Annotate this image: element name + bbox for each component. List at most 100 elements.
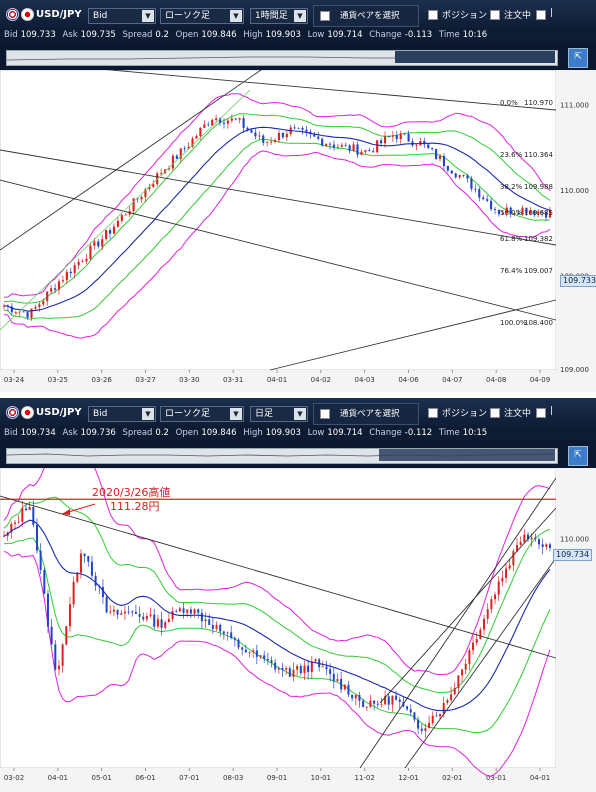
candle xyxy=(226,632,229,634)
order-label: 注文中 xyxy=(504,409,532,419)
candle xyxy=(454,173,457,178)
candle xyxy=(134,611,137,614)
select-pair-button[interactable]: 通貨ペアを選択 xyxy=(313,403,419,425)
jp-flag-icon xyxy=(21,7,34,21)
navigator-scrollbar[interactable] xyxy=(6,50,558,66)
candle xyxy=(413,712,416,720)
chevron-down-icon: ▼ xyxy=(294,408,306,420)
candle xyxy=(332,673,335,682)
toolbar: USD/JPY Bid ▼ ローソク足 ▼ 1時間足 ▼ 通貨ペアを選択 ポジション … xyxy=(0,0,596,28)
select-pair-label: 通貨ペアを選択 xyxy=(340,409,400,419)
candle xyxy=(69,271,72,274)
candle xyxy=(237,639,240,648)
chart-type-select[interactable]: ローソク足 ▼ xyxy=(160,406,244,422)
candle xyxy=(233,638,236,640)
timeframe-select[interactable]: 1時間足 ▼ xyxy=(250,8,308,24)
extra-checkbox[interactable] xyxy=(536,408,546,418)
candle xyxy=(466,175,469,179)
order-checkbox[interactable] xyxy=(490,408,500,418)
candle xyxy=(431,715,434,723)
timeframe-value: 1時間足 xyxy=(255,11,288,21)
pair-selector[interactable]: USD/JPY xyxy=(6,403,82,421)
candle xyxy=(183,148,186,150)
candle xyxy=(328,143,332,145)
candle xyxy=(369,700,372,707)
candle xyxy=(191,138,194,147)
candle xyxy=(299,665,302,674)
timeframe-select[interactable]: 日足 ▼ xyxy=(250,406,308,422)
jp-flag-icon xyxy=(21,405,34,419)
candle xyxy=(277,668,280,670)
chart-type-select[interactable]: ローソク足 ▼ xyxy=(160,8,244,24)
ask-value: 109.736 xyxy=(80,428,116,438)
annotation-price-label: 111.28円 xyxy=(110,500,160,513)
candle xyxy=(230,118,233,121)
candle xyxy=(258,135,261,137)
x-tick-label: 11-02 xyxy=(354,774,374,782)
candle xyxy=(46,291,49,302)
order-label: 注文中 xyxy=(504,11,532,21)
bid-label: Bid xyxy=(4,428,18,438)
select-pair-button[interactable]: 通貨ペアを選択 xyxy=(313,5,419,27)
candle xyxy=(281,132,284,138)
candle xyxy=(127,611,130,613)
expand-icon[interactable]: ⇱ xyxy=(568,48,588,68)
extra-checkbox[interactable] xyxy=(536,10,546,20)
candle xyxy=(73,265,76,274)
select-pair-checkbox[interactable] xyxy=(320,409,330,419)
candle xyxy=(340,145,343,147)
candle xyxy=(136,198,139,200)
price-type-select[interactable]: Bid ▼ xyxy=(88,8,156,24)
pair-selector[interactable]: USD/JPY xyxy=(6,5,82,23)
price-type-value: Bid xyxy=(93,409,108,419)
navigator-window[interactable] xyxy=(395,51,555,63)
navigator-scrollbar[interactable] xyxy=(6,448,558,464)
candle xyxy=(200,612,203,622)
candle xyxy=(438,155,442,159)
spread-value: 0.2 xyxy=(155,30,169,40)
navigator-window[interactable] xyxy=(379,449,555,461)
ask-value: 109.735 xyxy=(80,30,116,40)
spread-label: Spread xyxy=(122,428,153,438)
ask-label: Ask xyxy=(62,428,78,438)
candle xyxy=(493,209,497,210)
candle xyxy=(149,614,152,617)
candle xyxy=(343,684,346,690)
candle xyxy=(101,586,104,598)
candle xyxy=(124,214,127,216)
expand-icon[interactable]: ⇱ xyxy=(568,446,588,466)
extra-label: | xyxy=(550,8,554,18)
candle xyxy=(109,611,112,613)
trend-line xyxy=(269,299,557,371)
candle xyxy=(65,271,68,281)
price-type-select[interactable]: Bid ▼ xyxy=(88,406,156,422)
bollinger-lower-1sigma xyxy=(4,537,551,734)
candle xyxy=(26,312,29,318)
x-tick-label: 04-02 xyxy=(311,376,331,384)
candle xyxy=(281,668,284,670)
order-checkbox[interactable] xyxy=(490,10,500,20)
position-checkbox[interactable] xyxy=(428,10,438,20)
candle xyxy=(152,184,155,187)
candle xyxy=(160,173,163,175)
x-tick-label: 03-27 xyxy=(135,376,155,384)
candle xyxy=(77,262,80,266)
candle xyxy=(46,593,49,627)
candle xyxy=(431,147,434,150)
candle xyxy=(305,129,308,132)
candle xyxy=(89,245,92,259)
select-pair-checkbox[interactable] xyxy=(320,11,330,21)
position-checkbox[interactable] xyxy=(428,408,438,418)
candle xyxy=(21,508,24,522)
candle xyxy=(39,550,42,571)
fib-percent-label: 0.0% xyxy=(500,99,518,107)
time-value: 10:16 xyxy=(462,30,488,40)
candle xyxy=(352,144,355,151)
candle xyxy=(364,150,367,152)
candle xyxy=(215,118,218,121)
fib-price-label: 109.382 xyxy=(524,235,553,243)
candle xyxy=(325,143,328,146)
candle xyxy=(348,145,351,151)
chevron-down-icon: ▼ xyxy=(142,408,154,420)
candle xyxy=(204,619,207,622)
